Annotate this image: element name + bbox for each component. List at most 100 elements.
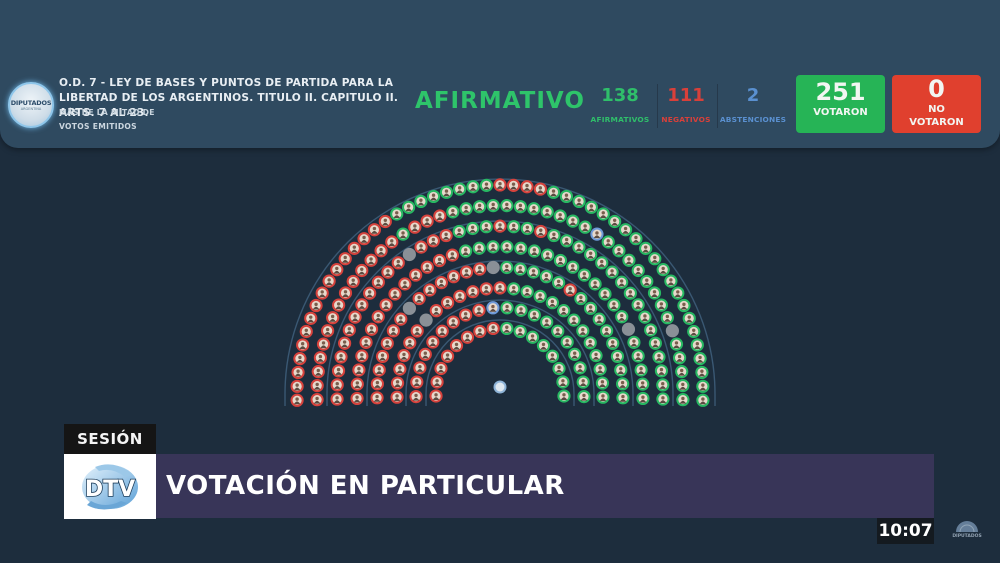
seat-afirmativo: [622, 253, 636, 267]
seat-afirmativo: [598, 287, 612, 301]
seat-afirmativo: [629, 232, 643, 246]
seat-afirmativo: [682, 311, 696, 325]
seat-afirmativo: [551, 324, 565, 338]
seat-afirmativo: [593, 362, 607, 376]
seat-afirmativo: [656, 378, 670, 392]
seat-negativo: [426, 335, 440, 349]
dtv-logo-icon: DTV: [82, 463, 138, 510]
seat-afirmativo: [546, 185, 561, 199]
seat-afirmativo: [577, 389, 591, 404]
seat-afirmativo: [533, 289, 547, 303]
seat-negativo: [388, 287, 402, 301]
seat-afirmativo: [552, 361, 566, 376]
seat-afirmativo: [572, 240, 586, 254]
seat-afirmativo: [656, 263, 670, 277]
seat-negativo: [291, 365, 305, 380]
seat-afirmativo: [452, 224, 466, 239]
seat-negativo: [434, 361, 448, 376]
seat-negativo: [357, 232, 371, 246]
seat-negativo: [304, 311, 318, 325]
seat-negativo: [375, 349, 390, 364]
seat-negativo: [381, 265, 395, 279]
majority-requirement: MÁS DE LA MITAD DE VOTOS EMITIDOS: [59, 108, 155, 131]
seat-negativo: [347, 241, 361, 255]
seat-negativo: [315, 286, 329, 300]
seat-afirmativo: [584, 247, 598, 262]
seat-negativo: [332, 298, 346, 312]
seat-afirmativo: [690, 338, 704, 352]
seat-negativo: [534, 224, 548, 239]
seat-afirmativo: [583, 301, 598, 315]
seat-afirmativo: [671, 286, 685, 300]
seat-afirmativo: [545, 296, 559, 310]
president-seat: [493, 380, 507, 394]
seat-negativo: [338, 252, 352, 266]
seat-afirmativo: [520, 285, 534, 299]
seat-afirmativo: [638, 310, 652, 324]
seat-afirmativo: [540, 205, 554, 219]
seat-afirmativo: [560, 234, 574, 248]
vote-header-bar: DIPUTADOS ARGENTINA O.D. 7 - LEY DE BASE…: [0, 0, 1000, 148]
seat-negativo: [563, 283, 577, 297]
negativos-count: 111 NEGATIVOS: [661, 85, 711, 125]
seat-negativo: [385, 235, 399, 249]
seat-negativo: [413, 361, 427, 375]
diputados-logo: DIPUTADOS ARGENTINA: [8, 82, 54, 128]
seat-ausente: [621, 322, 636, 336]
votaron-box: 251 VOTARON: [796, 75, 885, 133]
seat-negativo: [379, 298, 393, 312]
seat-afirmativo: [615, 310, 629, 324]
seat-negativo: [386, 324, 400, 338]
divider: [657, 84, 658, 128]
seat-afirmativo: [576, 375, 590, 389]
seat-negativo: [390, 376, 405, 390]
seat-afirmativo: [647, 286, 662, 300]
seat-negativo: [290, 379, 304, 393]
seat-afirmativo: [687, 324, 701, 339]
seat-negativo: [364, 322, 379, 336]
seat-afirmativo: [584, 200, 598, 214]
seat-afirmativo: [453, 182, 467, 196]
seat-negativo: [459, 265, 474, 279]
seat-afirmativo: [627, 335, 641, 349]
seat-afirmativo: [527, 308, 541, 322]
seat-afirmativo: [500, 260, 514, 275]
seat-negativo: [296, 338, 310, 352]
seat-afirmativo: [616, 377, 630, 391]
seat-negativo: [418, 347, 432, 361]
seat-afirmativo: [567, 313, 581, 327]
seat-afirmativo: [676, 379, 690, 393]
seat-negativo: [460, 330, 475, 344]
seat-ausente: [402, 247, 416, 262]
seat-afirmativo: [414, 194, 428, 209]
seat-negativo: [326, 311, 340, 325]
seat-negativo: [380, 336, 394, 350]
seat-afirmativo: [479, 220, 493, 234]
seat-afirmativo: [640, 274, 654, 289]
seat-negativo: [355, 263, 369, 278]
seat-afirmativo: [396, 227, 410, 241]
seat-afirmativo: [669, 337, 684, 351]
seat-afirmativo: [547, 228, 561, 243]
seat-afirmativo: [596, 207, 610, 221]
seat-afirmativo: [566, 214, 580, 228]
seat-afirmativo: [578, 220, 592, 234]
seat-afirmativo: [696, 379, 710, 393]
seat-afirmativo: [675, 365, 689, 379]
hemicycle-arc: [425, 319, 575, 406]
seat-negativo: [493, 281, 507, 295]
seat-afirmativo: [553, 253, 568, 268]
seat-afirmativo: [466, 221, 480, 236]
seat-negativo: [426, 234, 440, 248]
seat-negativo: [434, 276, 448, 290]
seat-afirmativo: [639, 241, 653, 255]
seat-negativo: [429, 389, 443, 403]
seat-afirmativo: [459, 244, 473, 258]
seat-afirmativo: [592, 312, 606, 326]
seat-afirmativo: [644, 323, 658, 337]
seat-negativo: [313, 351, 328, 365]
seat-afirmativo: [459, 202, 473, 216]
seat-negativo: [330, 392, 344, 406]
headline-text: VOTACIÓN EN PARTICULAR: [166, 471, 565, 501]
seat-negativo: [430, 375, 444, 389]
